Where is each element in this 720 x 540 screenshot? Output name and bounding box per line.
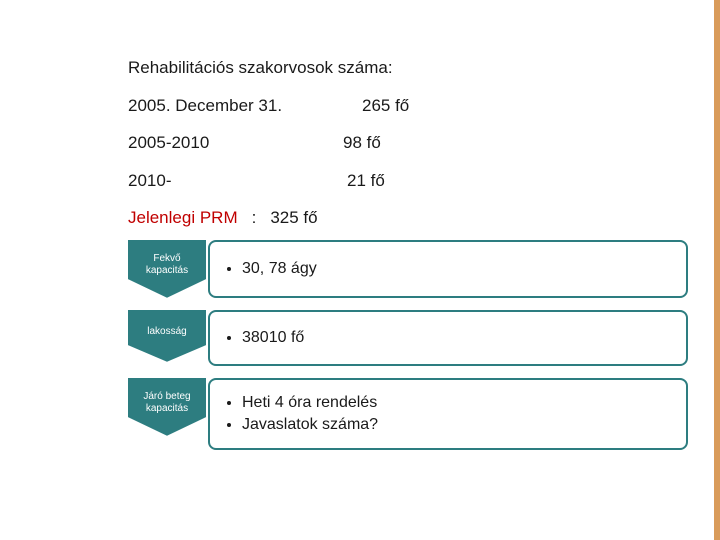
- bullet-item: Heti 4 óra rendelés: [242, 392, 672, 414]
- data-row: 2010- 21 fő: [128, 171, 700, 191]
- blocks-container: Fekvő kapacitás 30, 78 ágy lakosság 3801…: [128, 240, 700, 450]
- heading: Rehabilitációs szakorvosok száma:: [128, 58, 700, 78]
- bullet-item: 30, 78 ágy: [242, 258, 672, 280]
- pentagon-wrap: lakosság: [128, 310, 206, 366]
- pentagon-label: Járó beteg kapacitás: [128, 378, 206, 436]
- accent-bar: [714, 0, 720, 540]
- info-block: lakosság 38010 fő: [128, 310, 688, 366]
- bullet-item: 38010 fő: [242, 327, 672, 349]
- bullet-item: Javaslatok száma?: [242, 414, 672, 436]
- pentagon-label: Fekvő kapacitás: [128, 240, 206, 298]
- slide: Rehabilitációs szakorvosok száma: 2005. …: [0, 0, 720, 540]
- row-value: 265 fő: [362, 96, 409, 116]
- pentagon-label: lakosság: [128, 310, 206, 362]
- info-bubble: Heti 4 óra rendelés Javaslatok száma?: [208, 378, 688, 450]
- bullet-list: Heti 4 óra rendelés Javaslatok száma?: [224, 392, 672, 435]
- prm-colon: :: [238, 208, 271, 228]
- data-row: 2005. December 31. 265 fő: [128, 96, 700, 116]
- info-block: Járó beteg kapacitás Heti 4 óra rendelés…: [128, 378, 688, 450]
- bullet-list: 30, 78 ágy: [224, 258, 672, 280]
- pentagon-wrap: Járó beteg kapacitás: [128, 378, 206, 450]
- row-label: 2010-: [128, 171, 347, 191]
- info-bubble: 38010 fő: [208, 310, 688, 366]
- prm-value: 325 fő: [270, 208, 317, 228]
- pentagon-wrap: Fekvő kapacitás: [128, 240, 206, 298]
- info-bubble: 30, 78 ágy: [208, 240, 688, 298]
- spacer: [128, 153, 700, 171]
- info-block: Fekvő kapacitás 30, 78 ágy: [128, 240, 688, 298]
- bullet-list: 38010 fő: [224, 327, 672, 349]
- row-value: 98 fő: [343, 133, 381, 153]
- row-label: 2005-2010: [128, 133, 343, 153]
- spacer: [128, 115, 700, 133]
- row-value: 21 fő: [347, 171, 385, 191]
- spacer: [128, 190, 700, 208]
- data-row: 2005-2010 98 fő: [128, 133, 700, 153]
- row-label: 2005. December 31.: [128, 96, 362, 116]
- prm-row: Jelenlegi PRM : 325 fő: [128, 208, 700, 228]
- spacer: [128, 78, 700, 96]
- prm-label: Jelenlegi PRM: [128, 208, 238, 228]
